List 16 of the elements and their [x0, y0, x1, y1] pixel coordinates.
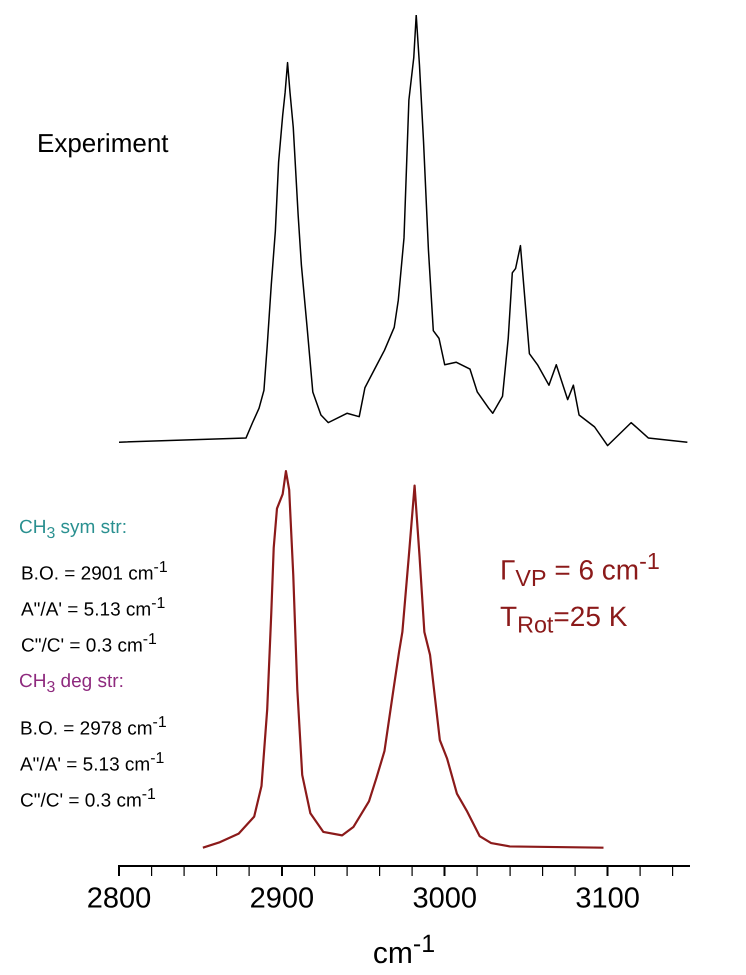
- x-tick-label: 3000: [412, 882, 477, 914]
- x-tick-label: 3100: [575, 882, 640, 914]
- annotation: C"/C' = 0.3 cm$^{-1}$: [20, 786, 156, 812]
- annotation: CH$_{3}$ sym str:: [19, 517, 128, 542]
- annotation: Γ$_{VP}$ = 6 cm$^{-1}$: [500, 548, 660, 591]
- x-axis-title: cm$^{-1}$: [372, 930, 436, 971]
- annotation: B.O. = 2901 cm$^{-1}$: [21, 559, 168, 584]
- annotation: T$_{Rot}$=25 K: [500, 601, 628, 638]
- annotation: B.O. = 2978 cm$^{-1}$: [20, 714, 167, 740]
- annotation: Experiment: [37, 128, 168, 158]
- annotation: A"/A' = 5.13 cm$^{-1}$: [20, 750, 164, 776]
- x-tick-label: 2900: [250, 882, 314, 914]
- annotation: CH$_{3}$ deg str:: [19, 671, 124, 696]
- x-tick-label: 2800: [86, 882, 152, 914]
- annotation: C"/C' = 0.3 cm$^{-1}$: [21, 631, 157, 656]
- annotation: A"/A' = 5.13 cm$^{-1}$: [21, 595, 166, 620]
